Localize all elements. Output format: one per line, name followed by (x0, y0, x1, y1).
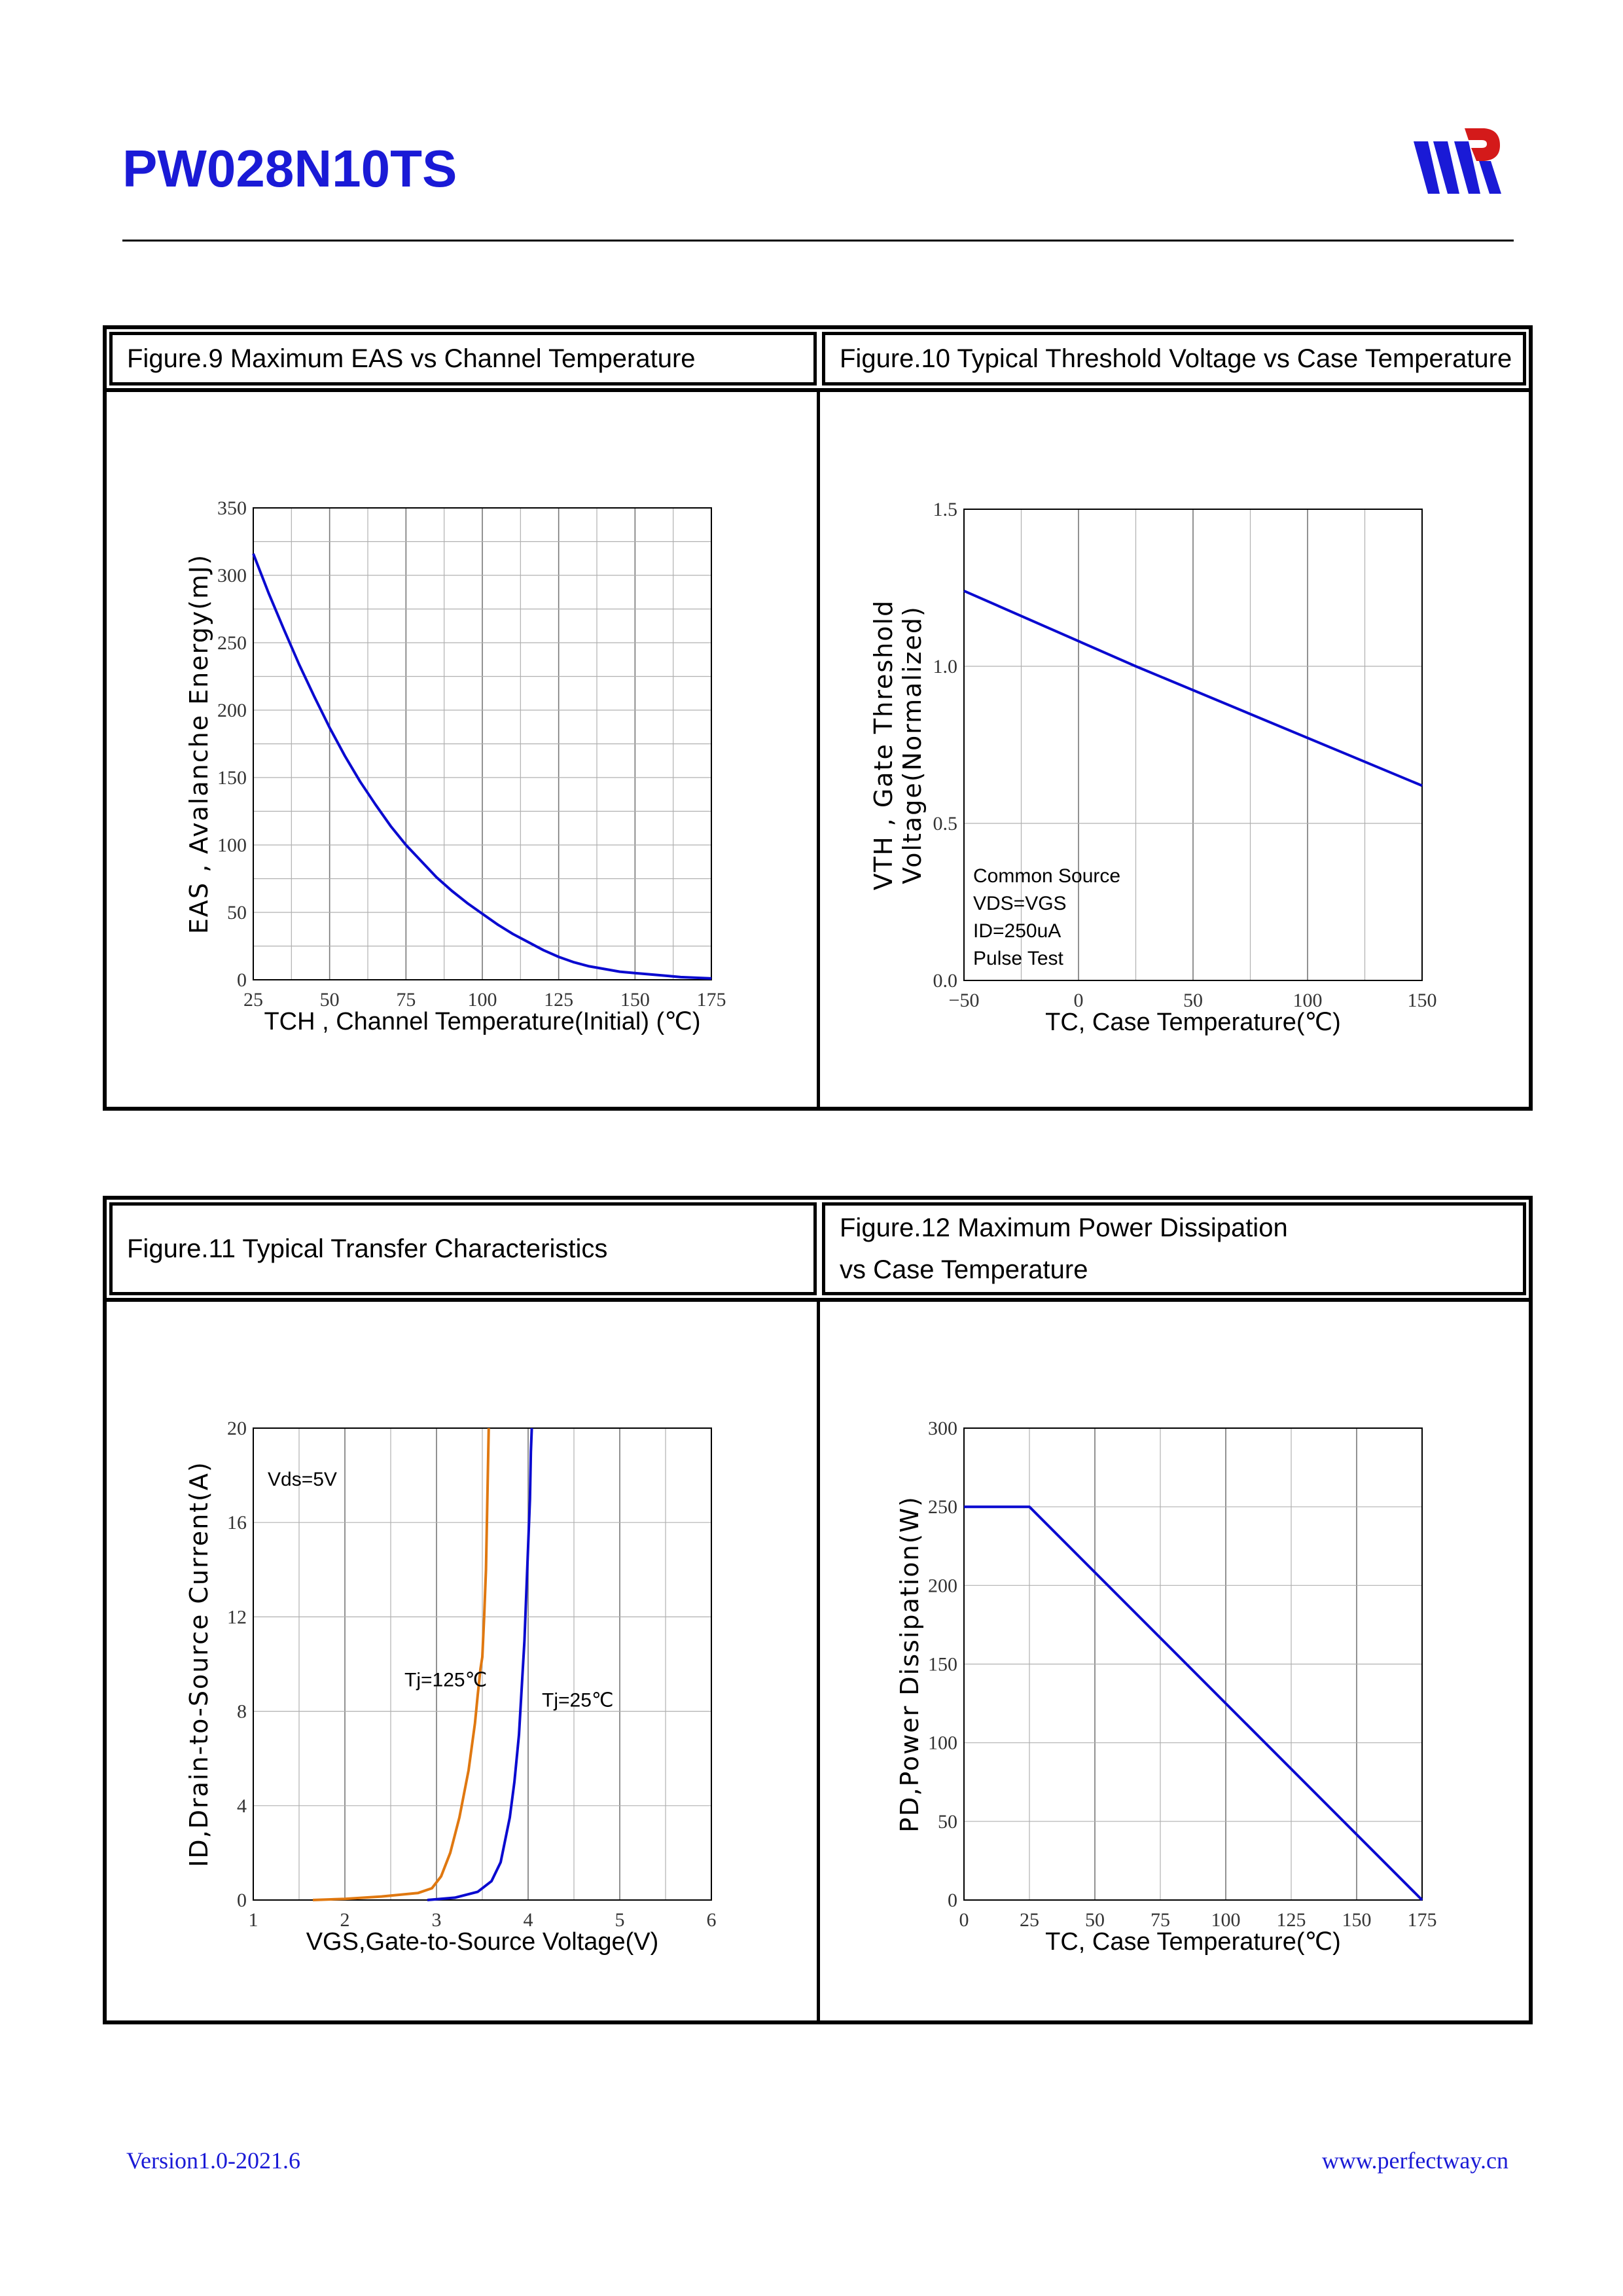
y-tick-label: 250 (928, 1496, 957, 1518)
caption-text-line2: vs Case Temperature (840, 1255, 1088, 1284)
x-tick-label: 75 (1150, 1909, 1170, 1931)
y-tick-label: 50 (938, 1811, 957, 1833)
y-tick-label: 8 (237, 1701, 247, 1723)
x-tick-label: 50 (320, 989, 340, 1011)
annotation-text: ID=250uA (973, 920, 1061, 942)
x-tick-label: 50 (1183, 990, 1203, 1011)
x-tick-label: 4 (524, 1909, 533, 1931)
block-divider-vertical (817, 388, 820, 1111)
y-tick-label: 0.5 (933, 813, 958, 834)
caption-text-line1: Figure.12 Maximum Power Dissipation (840, 1213, 1288, 1242)
annotation-text: VDS=VGS (973, 893, 1067, 914)
x-axis-label: TCH , Channel Temperature(Initial) (℃) (264, 1008, 700, 1035)
x-tick-label: 175 (1408, 1909, 1437, 1931)
x-tick-label: 0 (1074, 990, 1084, 1011)
series-line-1 (963, 589, 1423, 787)
y-axis-label: ID,Drain-to-Source Current(A) (185, 1461, 213, 1867)
y-tick-label: 100 (928, 1732, 957, 1754)
chart-fig12: 0 25 50 75 100 125 150 175 0 50 100 150 200 250 300 TC,… (895, 1418, 1437, 1956)
x-tick-label: 150 (1342, 1909, 1372, 1931)
annotation-text: Common Source (973, 865, 1120, 887)
x-tick-label: 100 (1293, 990, 1323, 1011)
plot-frame (253, 507, 712, 980)
annotation-text: Pulse Test (973, 948, 1064, 969)
y-tick-label: 200 (217, 700, 247, 721)
y-tick-label: 1.5 (933, 499, 958, 520)
x-tick-label: 50 (1085, 1909, 1105, 1931)
x-tick-label: 150 (1408, 990, 1437, 1011)
y-tick-label: 150 (217, 767, 247, 789)
plot-frame (963, 509, 1423, 981)
series-label-tj25: Tj=25℃ (542, 1689, 614, 1711)
footer-version: Version1.0-2021.6 (126, 2147, 300, 2174)
footer-website[interactable]: www.perfectway.cn (1321, 2147, 1508, 2174)
y-tick-label: 0.0 (933, 970, 958, 992)
y-axis-label: EAS , Avalanche Energy(mJ) (185, 554, 213, 934)
x-tick-label: 125 (1277, 1909, 1306, 1931)
y-tick-label: 100 (217, 834, 247, 856)
plot-frame (253, 1427, 712, 1901)
series-line-1 (252, 553, 712, 980)
x-tick-label: 6 (707, 1909, 717, 1931)
y-tick-label: 350 (217, 497, 247, 519)
y-tick-label: 300 (928, 1418, 957, 1439)
x-tick-label: 25 (1020, 1909, 1039, 1931)
y-tick-label: 200 (928, 1575, 957, 1596)
header-divider (122, 240, 1514, 242)
x-tick-label: 100 (1211, 1909, 1241, 1931)
y-tick-label: 16 (227, 1512, 247, 1534)
y-tick-label: 150 (928, 1654, 957, 1676)
x-tick-label: 1 (249, 1909, 259, 1931)
figure-caption-fig11: Figure.11 Typical Transfer Characteristi… (109, 1202, 817, 1295)
y-tick-label: 4 (237, 1795, 247, 1817)
chart-fig10: −50 0 50 100 150 0.0 0.5 1.0 1.5 TC, Case Tempera… (869, 499, 1437, 1036)
y-tick-label: 0 (948, 1890, 957, 1911)
x-axis-label: TC, Case Temperature(℃) (1045, 1009, 1341, 1036)
y-tick-label: 1.0 (933, 656, 958, 677)
figure-caption-fig12: Figure.12 Maximum Power Dissipation vs C… (822, 1202, 1526, 1295)
series-line-1 (964, 1505, 1423, 1901)
y-tick-label: 20 (227, 1418, 247, 1439)
x-tick-label: 5 (615, 1909, 625, 1931)
page-title: PW028N10TS (122, 139, 457, 198)
x-tick-label: 25 (243, 989, 263, 1011)
x-axis-label: VGS,Gate-to-Source Voltage(V) (306, 1928, 659, 1956)
y-tick-label: 0 (237, 969, 247, 991)
y-tick-label: 0 (237, 1890, 247, 1911)
plot-frame (963, 1427, 1423, 1901)
x-axis-label: TC, Case Temperature(℃) (1045, 1928, 1341, 1956)
x-tick-label: −50 (949, 990, 980, 1011)
block-divider-vertical (817, 1298, 820, 2024)
annotation-text: Vds=5V (268, 1469, 337, 1490)
x-tick-label: 3 (432, 1909, 442, 1931)
x-tick-label: 0 (959, 1909, 969, 1931)
caption-text: Figure.10 Typical Threshold Voltage vs C… (840, 344, 1512, 373)
caption-text: Figure.11 Typical Transfer Characteristi… (127, 1234, 608, 1263)
y-tick-label: 12 (227, 1606, 247, 1628)
series-label-tj125: Tj=125℃ (404, 1670, 487, 1691)
y-tick-label: 250 (217, 632, 247, 654)
y-tick-label: 300 (217, 565, 247, 586)
company-logo-icon (1414, 128, 1501, 194)
figure-caption-fig9: Figure.9 Maximum EAS vs Channel Temperat… (109, 332, 817, 386)
y-axis-label: PD,Power Dissipation(W) (895, 1496, 924, 1833)
x-tick-label: 2 (340, 1909, 350, 1931)
series-line-2 (427, 1427, 533, 1901)
chart-fig9: 25 50 75 100 125 150 175 0 50 100 150 200 250 300 350 T… (185, 497, 726, 1035)
y-tick-label: 50 (227, 902, 247, 924)
figure-caption-fig10: Figure.10 Typical Threshold Voltage vs C… (822, 332, 1526, 386)
x-tick-label: 150 (620, 989, 650, 1011)
x-tick-label: 125 (544, 989, 573, 1011)
y-axis-label-line1: VTH , Gate Threshold (869, 600, 898, 890)
caption-text: Figure.9 Maximum EAS vs Channel Temperat… (127, 344, 696, 373)
series-line-1 (312, 1427, 490, 1901)
y-axis-label-line2: Voltage(Normalized) (898, 605, 927, 884)
x-tick-label: 75 (396, 989, 416, 1011)
x-tick-label: 100 (468, 989, 497, 1011)
x-tick-label: 175 (697, 989, 726, 1011)
